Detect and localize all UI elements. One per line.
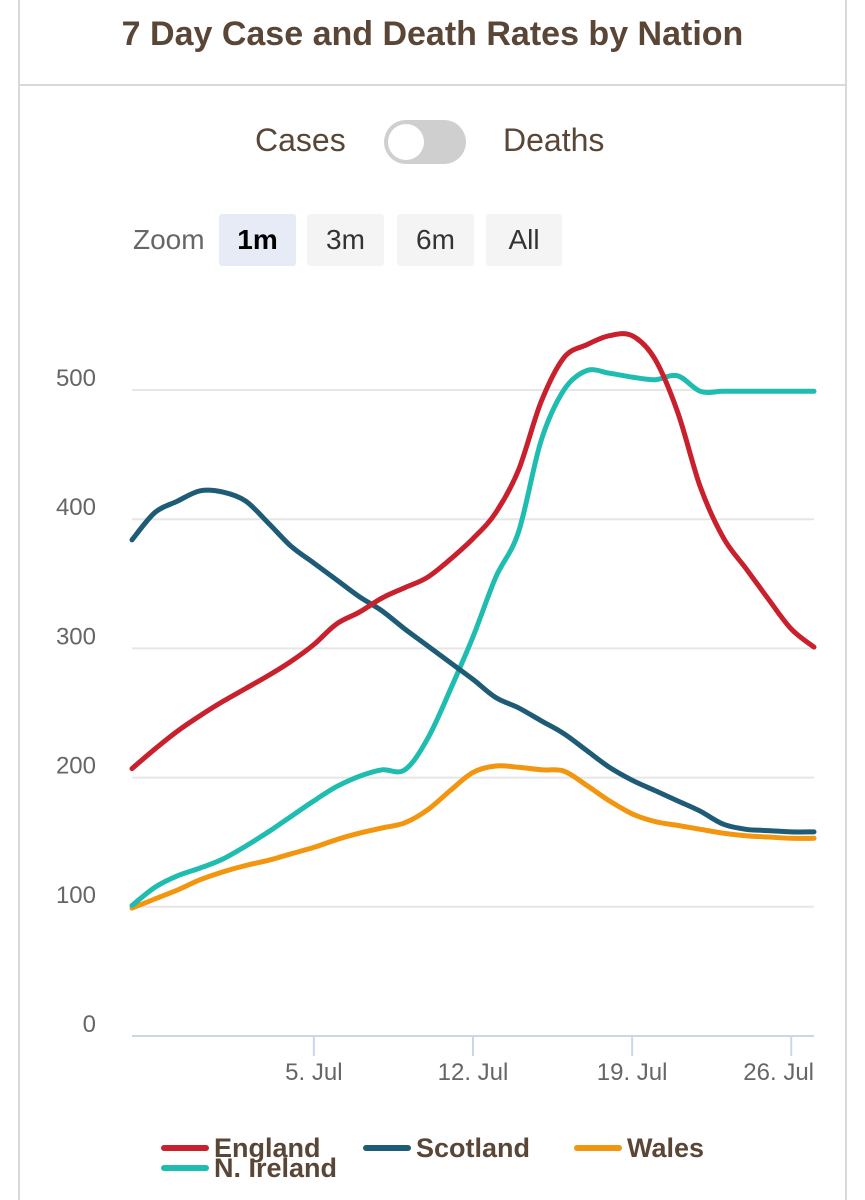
- series-line-scotland[interactable]: [129, 487, 817, 835]
- legend-label-wales[interactable]: Wales: [627, 1133, 704, 1163]
- x-tick-label: 26. Jul: [743, 1059, 814, 1086]
- legend-label-n-ireland[interactable]: N. Ireland: [214, 1153, 337, 1183]
- y-tick-label: 300: [56, 623, 96, 650]
- toggle-knob[interactable]: [388, 124, 424, 160]
- zoom-label: Zoom: [133, 224, 205, 255]
- cases-label[interactable]: Cases: [255, 122, 346, 158]
- zoom-all-button[interactable]: All: [486, 214, 562, 266]
- zoom-3m-button[interactable]: 3m: [307, 214, 384, 266]
- cases-deaths-toggle[interactable]: [384, 120, 466, 164]
- x-tick-label: 5. Jul: [285, 1059, 342, 1086]
- y-tick-label: 100: [56, 882, 96, 909]
- cases-deaths-toggle-row: Cases Deaths: [0, 118, 865, 166]
- zoom-1m-button[interactable]: 1m: [219, 214, 296, 266]
- legend-label-scotland[interactable]: Scotland: [416, 1133, 530, 1163]
- series-line-wales[interactable]: [129, 763, 817, 911]
- chart-title: 7 Day Case and Death Rates by Nation: [121, 15, 744, 53]
- y-tick-label: 0: [83, 1011, 96, 1038]
- zoom-6m-button[interactable]: 6m: [397, 214, 474, 266]
- y-tick-label: 500: [56, 365, 96, 392]
- chart-card: [18, 0, 847, 1200]
- series-line-n-ireland[interactable]: [129, 367, 817, 908]
- series-line-england[interactable]: [129, 331, 817, 772]
- y-tick-label: 400: [56, 494, 96, 521]
- deaths-label[interactable]: Deaths: [503, 122, 605, 158]
- legend-label-england[interactable]: England: [214, 1133, 321, 1163]
- title-divider: [18, 84, 847, 86]
- x-tick-label: 19. Jul: [597, 1059, 668, 1086]
- y-tick-label: 200: [56, 753, 96, 780]
- x-tick-label: 12. Jul: [438, 1059, 509, 1086]
